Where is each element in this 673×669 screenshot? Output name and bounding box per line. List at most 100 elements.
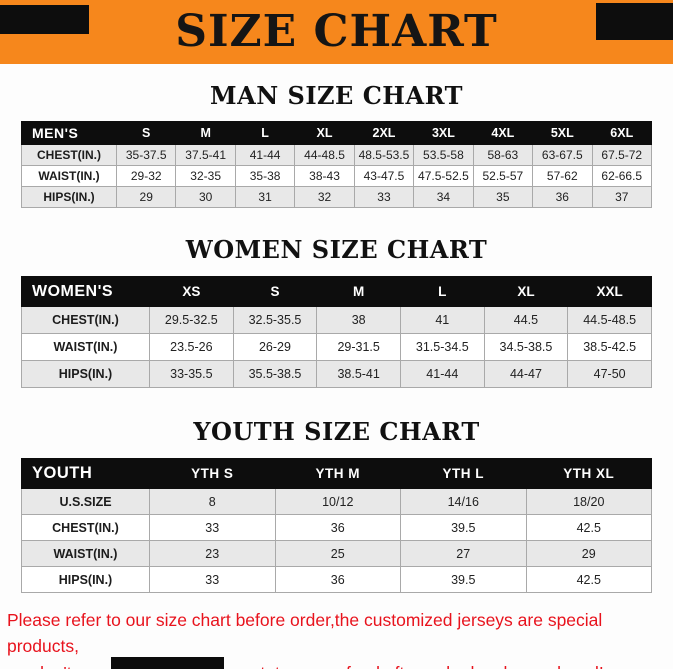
cell-value: 33-35.5 [149,360,234,388]
column-header: XS [149,276,234,307]
section-heading-men: MAN SIZE CHART [210,81,463,110]
column-header: S [115,121,177,145]
footer-note: Please refer to our size chart before or… [7,607,669,669]
column-header: 4XL [472,121,534,145]
column-header: S [232,276,318,307]
page-title: SIZE CHART [175,6,498,57]
cell-value: 29-31.5 [316,333,401,361]
section-women: WOMEN SIZE CHART WOMEN'S XS S M L XL XXL CHEST(… [0,235,673,388]
cell-value: 39.5 [400,514,527,541]
column-header: YTH S [149,458,276,489]
table-row: CHEST(IN.) 33 36 39.5 42.5 [21,514,652,541]
cell-value: 38.5-42.5 [567,333,652,361]
cell-value: 44-48.5 [294,144,355,166]
cell-value: 41-44 [234,144,296,166]
column-header: YTH XL [525,458,652,489]
cell-value: 37 [591,186,652,208]
column-header: 6XL [591,121,652,145]
row-label: WAIST(IN.) [21,333,150,361]
section-heading-women: WOMEN SIZE CHART [185,235,488,264]
cell-value: 30 [175,186,236,208]
cell-value: 39.5 [400,566,527,593]
cell-value: 38.5-41 [316,360,401,388]
cell-value: 38 [316,306,401,334]
cell-value: 57-62 [532,165,593,187]
cell-value: 44-47 [483,360,569,388]
cell-value: 36 [274,514,401,541]
row-label: WAIST(IN.) [21,165,117,187]
cell-value: 23 [149,540,276,567]
section-heading-youth: YOUTH SIZE CHART [193,417,480,446]
row-label: CHEST(IN.) [21,306,150,334]
row-label: HIPS(IN.) [21,186,117,208]
cell-value: 10/12 [274,488,401,515]
cell-value: 33 [149,514,276,541]
cell-value: 44.5-48.5 [567,306,652,334]
row-label: CHEST(IN.) [21,144,117,166]
cell-value: 29.5-32.5 [149,306,234,334]
table-corner-label: WOMEN'S [21,276,150,307]
cell-value: 63-67.5 [532,144,593,166]
column-header: YTH M [274,458,401,489]
footer-note-line2: we don't accept cancel, change, teturn o… [7,660,669,669]
men-size-table: MEN'S S M L XL 2XL 3XL 4XL 5XL 6XL CHEST(IN.) 35-37… [21,121,652,208]
column-header: YTH L [400,458,527,489]
cell-value: 35-37.5 [115,144,177,166]
bottom-edge-block [111,657,224,669]
column-header: L [399,276,485,307]
cell-value: 23.5-26 [149,333,234,361]
row-label: HIPS(IN.) [21,360,150,388]
corner-block-left [0,5,89,34]
cell-value: 35.5-38.5 [232,360,318,388]
corner-block-right [596,3,673,40]
table-row: WAIST(IN.) 23 25 27 29 [21,540,652,567]
table-row: WAIST(IN.) 29-32 32-35 35-38 38-43 43-47.5 47.… [21,165,652,187]
table-row: HIPS(IN.) 29 30 31 32 33 34 35 36 37 [21,186,652,208]
cell-value: 32.5-35.5 [232,306,318,334]
table-row: HIPS(IN.) 33-35.5 35.5-38.5 38.5-41 41-44 44-… [21,360,652,388]
cell-value: 67.5-72 [591,144,652,166]
section-men: MAN SIZE CHART MEN'S S M L XL 2XL 3XL 4XL 5XL 6XL… [0,81,673,208]
cell-value: 29 [525,540,652,567]
cell-value: 32 [294,186,355,208]
cell-value: 47-50 [567,360,652,388]
cell-value: 42.5 [525,514,652,541]
cell-value: 58-63 [472,144,534,166]
cell-value: 33 [353,186,415,208]
cell-value: 35 [472,186,534,208]
row-label: U.S.SIZE [21,488,150,515]
cell-value: 33 [149,566,276,593]
column-header: M [175,121,236,145]
cell-value: 34.5-38.5 [483,333,569,361]
table-header-row: MEN'S S M L XL 2XL 3XL 4XL 5XL 6XL [21,121,652,145]
cell-value: 29-32 [115,165,177,187]
column-header: 5XL [532,121,593,145]
column-header: XL [294,121,355,145]
section-youth: YOUTH SIZE CHART YOUTH YTH S YTH M YTH L YTH… [0,417,673,593]
cell-value: 32-35 [175,165,236,187]
row-label: CHEST(IN.) [21,514,150,541]
column-header: XL [483,276,569,307]
column-header: 2XL [353,121,415,145]
cell-value: 8 [149,488,276,515]
cell-value: 41 [399,306,485,334]
cell-value: 27 [400,540,527,567]
banner: SIZE CHART [0,0,673,64]
cell-value: 42.5 [525,566,652,593]
cell-value: 36 [532,186,593,208]
cell-value: 62-66.5 [591,165,652,187]
cell-value: 37.5-41 [175,144,236,166]
cell-value: 25 [274,540,401,567]
table-corner-label: MEN'S [21,121,117,145]
table-row: CHEST(IN.) 35-37.5 37.5-41 41-44 44-48.5 48.5… [21,144,652,166]
footer-note-line1: Please refer to our size chart before or… [7,610,603,657]
column-header: 3XL [413,121,474,145]
cell-value: 31.5-34.5 [399,333,485,361]
cell-value: 14/16 [400,488,527,515]
cell-value: 43-47.5 [353,165,415,187]
women-size-table: WOMEN'S XS S M L XL XXL CHEST(IN.) 29.5-32.5 32.5… [21,276,652,388]
column-header: XXL [567,276,652,307]
cell-value: 18/20 [525,488,652,515]
cell-value: 53.5-58 [413,144,474,166]
